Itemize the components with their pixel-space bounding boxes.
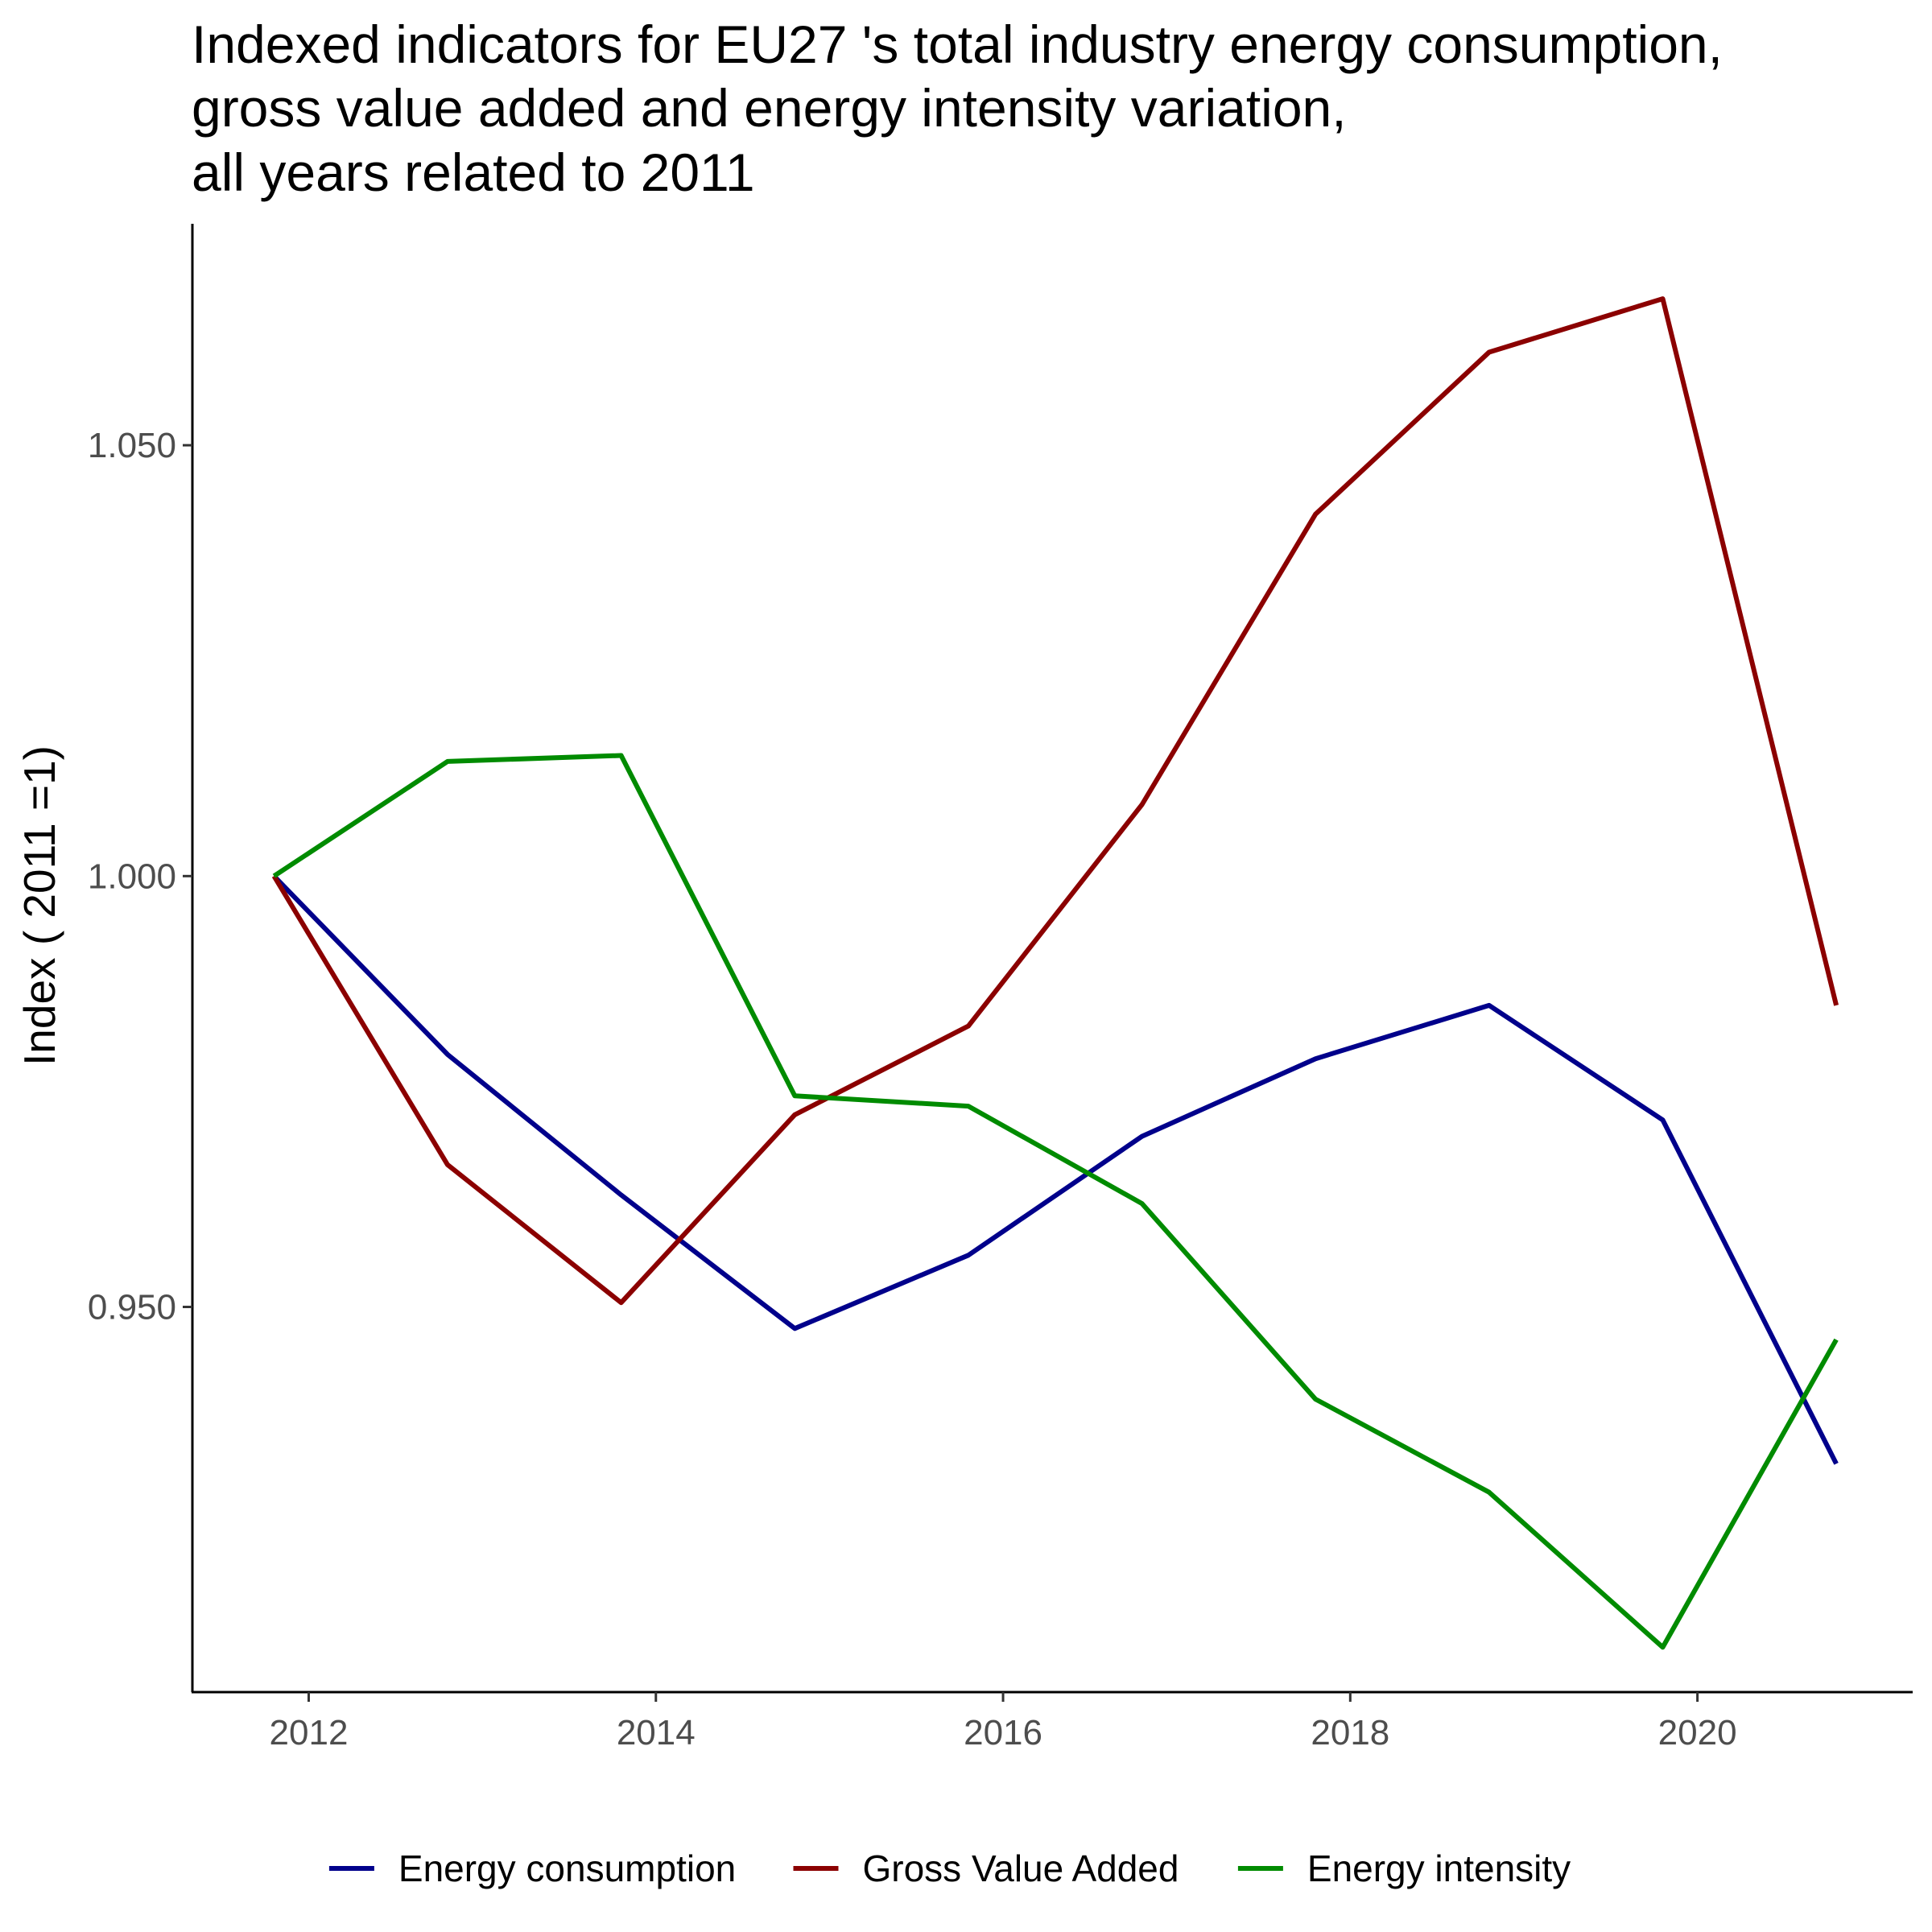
legend-label-energy-consumption: Energy consumption: [398, 1847, 736, 1889]
x-tick-label: 2012: [270, 1713, 349, 1752]
y-ticks: 0.950 1.000 1.050: [88, 426, 192, 1327]
x-tick-label: 2020: [1658, 1713, 1737, 1752]
x-tick-label: 2018: [1311, 1713, 1389, 1752]
series-lines: [271, 296, 1839, 1650]
series-line-energy-consumption: [272, 874, 1839, 1465]
y-tick-label: 1.050: [88, 426, 176, 465]
series-line-energy-intensity: [272, 753, 1839, 1650]
x-tick-label: 2016: [964, 1713, 1042, 1752]
y-axis-title: Index ( 2011 =1): [14, 745, 64, 1066]
chart-title: Indexed indicators for EU27 's total ind…: [192, 14, 1723, 202]
x-tick-label: 2014: [617, 1713, 696, 1752]
series-line-gross-value-added: [271, 296, 1839, 1306]
y-tick-label: 0.950: [88, 1288, 176, 1327]
chart-title-line-1: Indexed indicators for EU27 's total ind…: [192, 14, 1723, 74]
x-ticks: 2012 2014 2016 2018 2020: [270, 1692, 1737, 1752]
legend: Energy consumption Gross Value Added Energ…: [328, 1847, 1571, 1889]
y-tick-label: 1.000: [88, 857, 176, 896]
legend-label-gross-value-added: Gross Value Added: [863, 1847, 1179, 1889]
chart-title-line-2: gross value added and energy intensity v…: [192, 78, 1347, 138]
chart-title-line-3: all years related to 2011: [192, 142, 755, 202]
legend-label-energy-intensity: Energy intensity: [1307, 1847, 1571, 1889]
